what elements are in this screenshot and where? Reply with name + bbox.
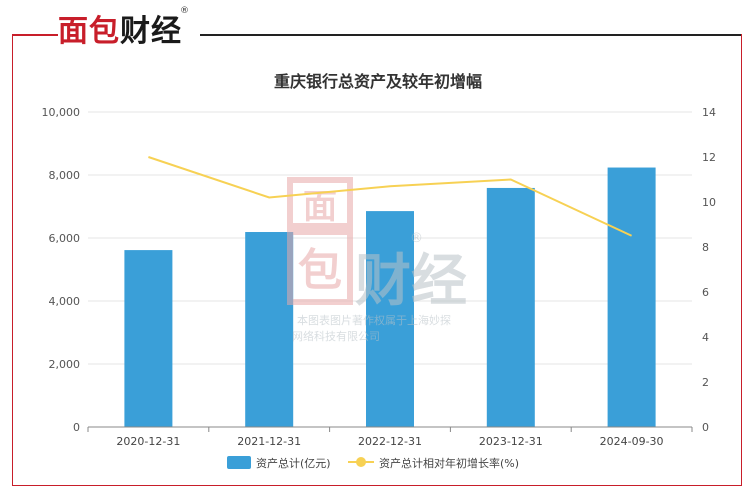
chart-title: 重庆银行总资产及较年初增幅 [274,72,482,91]
line-series [148,156,633,237]
watermark-logo-box-bottom [287,229,353,305]
y-right-tick-label: 2 [702,376,709,389]
y-left-tick-label: 0 [73,421,80,434]
watermark-registered-mark: ® [410,231,423,246]
y-left-tick-label: 4,000 [49,295,81,308]
legend-label-bar: 资产总计(亿元) [256,456,331,470]
bar [245,232,294,427]
frame-top-line-right [200,34,742,36]
watermark-line1: 本图表图片著作权属于上海妙探 [297,313,451,327]
y-right-tick-label: 0 [702,421,709,434]
x-tick-label: 2024-09-30 [600,435,664,448]
bar [486,187,535,427]
bar [124,250,173,427]
x-axis: 2020-12-31 2021-12-31 2022-12-31 2023-12-31… [87,426,693,448]
y-right-tick-label: 12 [702,151,716,164]
legend-swatch-bar [227,456,251,469]
line-path [148,156,633,237]
x-tick-label: 2022-12-31 [358,435,422,448]
y-axis-left: 0 2,000 4,000 6,000 8,000 10,000 [42,106,81,434]
y-left-tick-label: 2,000 [49,358,81,371]
watermark: 面 包 财经 ® 本图表图片著作权属于上海妙探 网络科技有限公司 [287,177,467,343]
y-axis-right: 0 2 4 6 8 10 12 14 [702,106,716,434]
legend: 资产总计(亿元) 资产总计相对年初增长率(%) [227,456,519,470]
x-tick-label: 2021-12-31 [237,435,301,448]
watermark-logo-right: 财经 [355,249,467,314]
y-right-tick-label: 6 [702,286,709,299]
x-tick-label: 2023-12-31 [479,435,543,448]
brand-logo: 面包 财经 ® [58,6,189,49]
legend-swatch-dot [356,457,366,467]
watermark-logo-bottom: 包 [298,245,342,296]
bar [366,211,414,427]
y-left-tick-label: 10,000 [42,106,81,119]
y-left-tick-label: 8,000 [49,169,81,182]
watermark-line2: 网络科技有限公司 [292,329,380,343]
y-right-tick-label: 14 [702,106,716,119]
y-left-tick-label: 6,000 [49,232,81,245]
y-right-tick-label: 8 [702,241,709,254]
logo-text-part2: 财经 [120,14,182,49]
logo-registered-mark: ® [180,6,190,16]
frame-top-line-left [12,34,58,36]
bar [607,167,656,428]
chart-frame [12,34,742,486]
bar-series [124,167,656,428]
x-tick-label: 2020-12-31 [116,435,180,448]
y-right-tick-label: 4 [702,331,709,344]
logo-text-part1: 面包 [58,14,120,49]
watermark-logo-box-top [287,177,353,229]
y-right-tick-label: 10 [702,196,716,209]
legend-label-line: 资产总计相对年初增长率(%) [379,456,519,470]
